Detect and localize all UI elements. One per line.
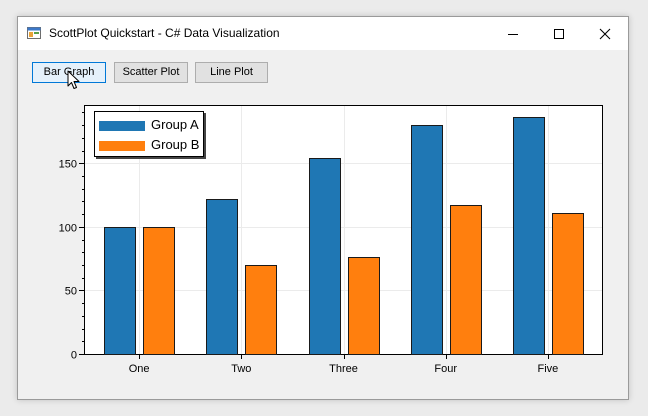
legend-swatch-group-a: [99, 121, 145, 131]
bar-group-b: [143, 227, 175, 355]
close-button[interactable]: [582, 17, 628, 50]
legend-label-group-b: Group B: [151, 137, 200, 152]
legend-swatch-group-b: [99, 141, 145, 151]
app-window: ScottPlot Quickstart - C# Data Visualiza…: [17, 16, 629, 400]
maximize-icon: [554, 29, 564, 39]
maximize-button[interactable]: [536, 17, 582, 50]
app-form-icon: [27, 27, 41, 39]
y-tick-label: 50: [65, 286, 77, 298]
x-tick-label: Five: [538, 363, 559, 375]
x-tick-label: Three: [329, 363, 358, 375]
bar-group-b: [245, 265, 277, 355]
bar-group-a: [206, 199, 238, 355]
window-title: ScottPlot Quickstart - C# Data Visualiza…: [49, 26, 280, 40]
line-plot-button[interactable]: Line Plot: [195, 62, 268, 83]
legend-label-group-a: Group A: [151, 117, 199, 132]
bar-group-a: [309, 158, 341, 355]
y-tick-label: 0: [71, 350, 77, 362]
close-icon: [599, 28, 611, 40]
chart-legend: Group A Group B: [94, 111, 204, 157]
bar-group-a: [104, 227, 136, 355]
mouse-pointer-icon: [67, 70, 80, 89]
bar-group-b: [552, 213, 584, 355]
y-tick-label: 150: [59, 159, 77, 171]
bar-group-a: [411, 125, 443, 355]
minimize-button[interactable]: [490, 17, 536, 50]
title-bar: ScottPlot Quickstart - C# Data Visualiza…: [18, 17, 628, 50]
bar-group-b: [348, 257, 380, 355]
bar-group-a: [513, 117, 545, 355]
bar-group-b: [450, 205, 482, 355]
x-tick-label: Two: [231, 363, 251, 375]
minimize-icon: [508, 34, 518, 35]
y-tick-label: 100: [59, 223, 77, 235]
x-tick-label: Four: [434, 363, 457, 375]
bar-chart: 0 50 100 150 One Two Three Four Five: [59, 106, 602, 375]
scatter-plot-button[interactable]: Scatter Plot: [114, 62, 188, 83]
x-tick-label: One: [129, 363, 150, 375]
